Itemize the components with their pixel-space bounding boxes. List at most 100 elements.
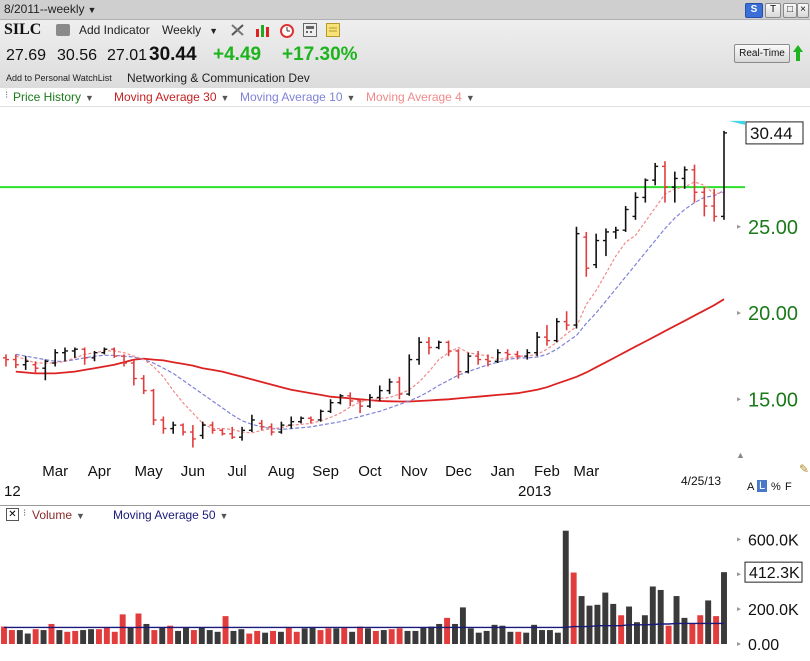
volume-bar (293, 631, 300, 644)
calculator-icon[interactable] (303, 23, 317, 37)
s-button[interactable]: S (745, 3, 763, 18)
realtime-button[interactable]: Real-Time (734, 44, 790, 63)
volume-bar (72, 630, 79, 644)
tv-button[interactable]: T (765, 3, 781, 18)
price-bar (140, 375, 147, 395)
add-indicator-link[interactable]: Add Indicator (79, 23, 150, 37)
legend-ma30[interactable]: Moving Average 30 ▼ (114, 90, 229, 104)
scale-pct-button[interactable]: % (771, 481, 781, 493)
close-button[interactable]: × (797, 3, 809, 18)
legend-volume[interactable]: Volume ▼ (32, 508, 85, 522)
price-bar (494, 349, 501, 364)
legend-vol-ma50[interactable]: Moving Average 50 ▼ (113, 508, 228, 522)
price-bar (602, 228, 609, 257)
price-bar (12, 354, 19, 369)
x-tick-label: May (134, 463, 163, 480)
interval-selector[interactable]: Weekly ▼ (162, 23, 218, 37)
volume-bar (325, 628, 332, 644)
volume-bar (167, 625, 174, 644)
scale-a-button[interactable]: A (747, 481, 755, 493)
price-bar (42, 359, 49, 381)
volume-bar (206, 630, 213, 644)
price-bar (288, 416, 295, 429)
last-volume-label: 412.3K (749, 565, 800, 582)
x-tick-label: Feb (534, 463, 560, 480)
price-bar (52, 349, 59, 367)
price-bar (337, 394, 344, 405)
volume-bar (641, 615, 648, 644)
legend-ma4[interactable]: Moving Average 4 ▼ (366, 90, 475, 104)
price-bar (357, 399, 364, 414)
quote-low: 27.01 (107, 47, 148, 64)
year-next-label: 2013 (518, 483, 552, 500)
last-price-box (745, 121, 804, 145)
year-prev-label: 12 (4, 483, 21, 500)
legend-vol-ma50-label: Moving Average 50 (113, 508, 216, 522)
price-bar (71, 347, 78, 358)
volume-bar (372, 630, 379, 644)
price-bar (553, 318, 560, 343)
volume-bar (380, 630, 387, 644)
legend-ma10-label: Moving Average 10 (240, 90, 343, 104)
scale-l-button[interactable]: L (757, 480, 768, 492)
price-bar (534, 331, 541, 357)
y-tick-label: 25.00 (748, 217, 798, 239)
price-bar (455, 349, 462, 379)
volume-bar (190, 630, 197, 644)
vol-tick-mark (737, 642, 741, 646)
last-price-label: 30.44 (750, 124, 793, 143)
legend-ma30-label: Moving Average 30 (114, 90, 217, 104)
pencil-icon[interactable]: ✎ (799, 462, 810, 476)
y-tick-label: 20.00 (748, 303, 798, 325)
scale-f-button[interactable]: F (785, 481, 792, 493)
legend-ma10[interactable]: Moving Average 10 ▼ (240, 90, 355, 104)
window-button[interactable]: □ (783, 3, 797, 18)
arrow-up-icon[interactable] (792, 44, 808, 62)
price-bar (406, 354, 413, 396)
period-selector[interactable]: 8/2011--weekly ▼ (4, 2, 96, 16)
tools-icon[interactable] (230, 23, 246, 37)
volume-bar (119, 614, 126, 644)
chevron-down-icon: ▼ (220, 93, 230, 103)
price-bar (219, 428, 226, 436)
printer-icon[interactable] (56, 24, 70, 36)
watchlist-link[interactable]: Add to Personal WatchList (6, 73, 112, 83)
volume-bar (467, 628, 474, 644)
volume-bar (475, 632, 482, 644)
bar-chart-icon[interactable] (255, 23, 271, 37)
volume-bar (32, 629, 39, 644)
note-icon[interactable] (326, 23, 340, 37)
grip-icon[interactable]: ⁝ (5, 90, 9, 101)
volume-bar (515, 631, 522, 644)
y-tick-label: 15.00 (748, 389, 798, 411)
price-bar (681, 166, 688, 189)
chevron-down-icon: ▼ (85, 93, 94, 103)
price-bar (229, 426, 236, 439)
volume-bar (673, 596, 680, 644)
volume-bar (364, 628, 371, 644)
alarm-clock-icon[interactable] (279, 22, 295, 38)
legend-price-history[interactable]: Price History ▼ (13, 90, 94, 104)
period-label: 8/2011--weekly (4, 2, 85, 16)
interval-label: Weekly (162, 23, 202, 37)
grip-icon[interactable]: ⁝ (23, 508, 27, 519)
volume-bar (570, 572, 577, 644)
control-row: 8/2011--weekly ▼ S T □ × (0, 0, 810, 20)
price-bar (366, 394, 373, 408)
x-tick-label: Dec (445, 463, 472, 480)
close-icon[interactable]: ✕ (6, 508, 19, 521)
volume-bar (111, 631, 118, 644)
price-legend: ⁝ Price History ▼ Moving Average 30 ▼ Movi… (0, 88, 810, 107)
price-bar (32, 361, 39, 374)
volume-bar (56, 630, 63, 644)
price-bar (514, 350, 521, 360)
x-tick-label: Oct (358, 463, 382, 480)
price-bar (543, 325, 550, 346)
symbol-label: SILC (4, 21, 42, 38)
price-bar (563, 311, 570, 331)
price-bar (268, 423, 275, 436)
price-y-axis: 15.00 20.00 25.00 30.44 (729, 120, 804, 411)
volume-bar (309, 627, 316, 644)
volume-bar (80, 630, 87, 644)
